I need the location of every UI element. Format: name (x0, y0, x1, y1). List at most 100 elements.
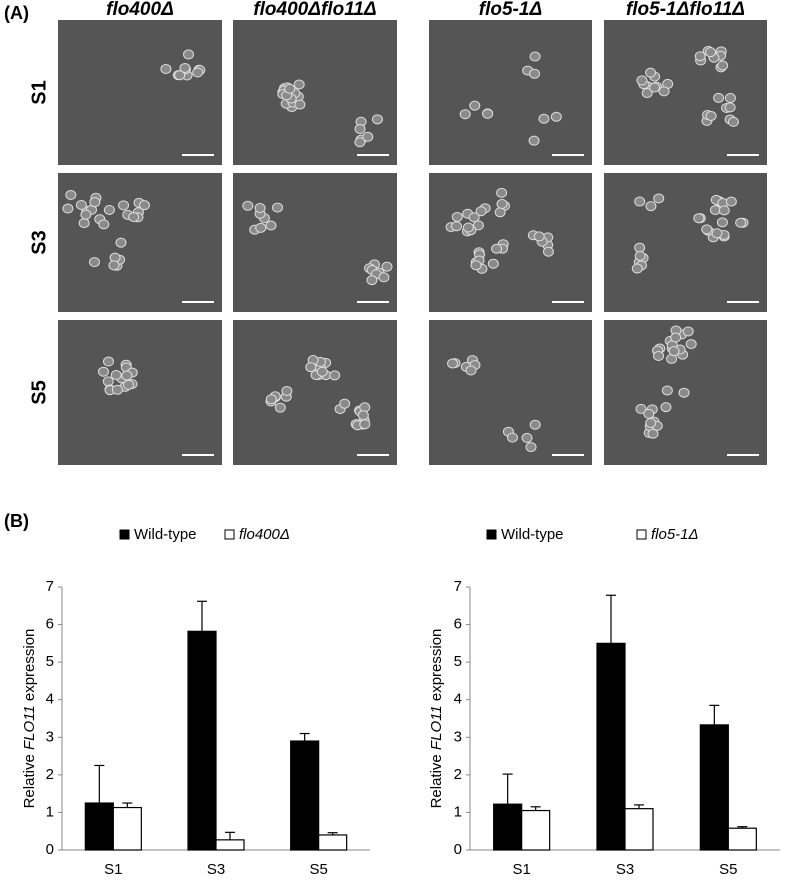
cell (735, 217, 747, 228)
micrograph (58, 320, 222, 465)
y-axis-label-part: expression (21, 629, 38, 706)
cell (128, 212, 140, 223)
cell (645, 417, 657, 428)
cell (529, 68, 541, 79)
row-label: S1 (28, 80, 50, 104)
cell (102, 356, 114, 367)
y-tick-label: 3 (46, 728, 54, 745)
cell (658, 86, 670, 97)
bar (187, 630, 217, 851)
cell (110, 370, 122, 381)
cell (359, 419, 371, 430)
cell (378, 272, 390, 283)
micrograph-bg (233, 173, 397, 312)
cell (265, 220, 277, 231)
cell (357, 410, 369, 421)
bar (84, 802, 114, 851)
y-tick-label: 4 (46, 691, 54, 708)
cell (447, 358, 459, 369)
cell (305, 362, 317, 373)
column-header: flo400Δ (106, 0, 174, 20)
cell (635, 403, 647, 414)
y-tick-label: 5 (46, 653, 54, 670)
y-tick-label: 6 (46, 616, 54, 633)
cell (75, 199, 87, 210)
micrograph (429, 20, 592, 165)
cell (192, 67, 204, 78)
cell (118, 200, 130, 211)
column-header: flo400Δflo11Δ (253, 0, 376, 20)
cell (462, 222, 474, 233)
bar (699, 724, 729, 851)
cell (89, 197, 101, 208)
cell (354, 137, 366, 148)
micrograph (604, 20, 767, 165)
cell (542, 246, 554, 257)
cell (329, 370, 341, 381)
y-tick-label: 0 (46, 841, 54, 858)
cell (678, 387, 690, 398)
y-tick-label: 1 (454, 803, 462, 820)
y-axis-label-part: expression (428, 629, 445, 706)
cell (705, 110, 717, 121)
cell (713, 92, 725, 103)
cell (701, 224, 713, 235)
cell (649, 82, 661, 93)
micrograph (58, 173, 222, 312)
micrograph (429, 173, 592, 312)
cell (685, 339, 697, 350)
cell (725, 196, 737, 207)
micrograph-bg (429, 320, 592, 465)
x-tick-label: S5 (309, 861, 327, 878)
legend-swatch (636, 529, 647, 540)
cell (653, 193, 665, 204)
y-tick-label: 2 (454, 766, 462, 783)
cell (183, 49, 195, 60)
y-axis-label-part: Relative (21, 750, 38, 808)
bar (521, 809, 551, 851)
cell (469, 100, 481, 111)
x-tick-label: S3 (207, 861, 225, 878)
cell (550, 111, 562, 122)
cell (634, 196, 646, 207)
cell (704, 47, 716, 58)
cell (653, 350, 665, 361)
cell (450, 221, 462, 232)
cell (98, 219, 110, 230)
cell (459, 109, 471, 120)
cell (724, 102, 736, 113)
cell (528, 135, 540, 146)
legend-label: Wild-type (501, 526, 564, 543)
cell (274, 402, 286, 413)
legend-swatch (224, 529, 235, 540)
micrograph-bg (604, 20, 767, 165)
cell (468, 212, 480, 223)
row-label: S5 (28, 380, 50, 404)
bar (624, 808, 654, 851)
cell (88, 257, 100, 268)
x-tick-label: S3 (616, 861, 634, 878)
cell (293, 79, 305, 90)
bar (727, 827, 757, 851)
cell (727, 116, 739, 127)
legend-label: flo400Δ (239, 526, 290, 543)
micrograph-bg (233, 320, 397, 465)
micrograph (429, 320, 592, 465)
micrograph (233, 320, 397, 465)
cell (354, 123, 366, 134)
cell (507, 432, 519, 443)
cell (634, 250, 646, 261)
y-axis-label-part: FLO11 (428, 705, 445, 750)
micrograph-bg (58, 320, 222, 465)
cell (102, 376, 114, 387)
micrograph-bg (233, 20, 397, 165)
cell (294, 99, 306, 110)
cell (65, 189, 77, 200)
cell (645, 201, 657, 212)
x-tick-label: S1 (104, 861, 122, 878)
y-tick-label: 5 (454, 653, 462, 670)
y-tick-label: 7 (454, 578, 462, 595)
micrograph (58, 20, 222, 165)
cell (529, 419, 541, 430)
